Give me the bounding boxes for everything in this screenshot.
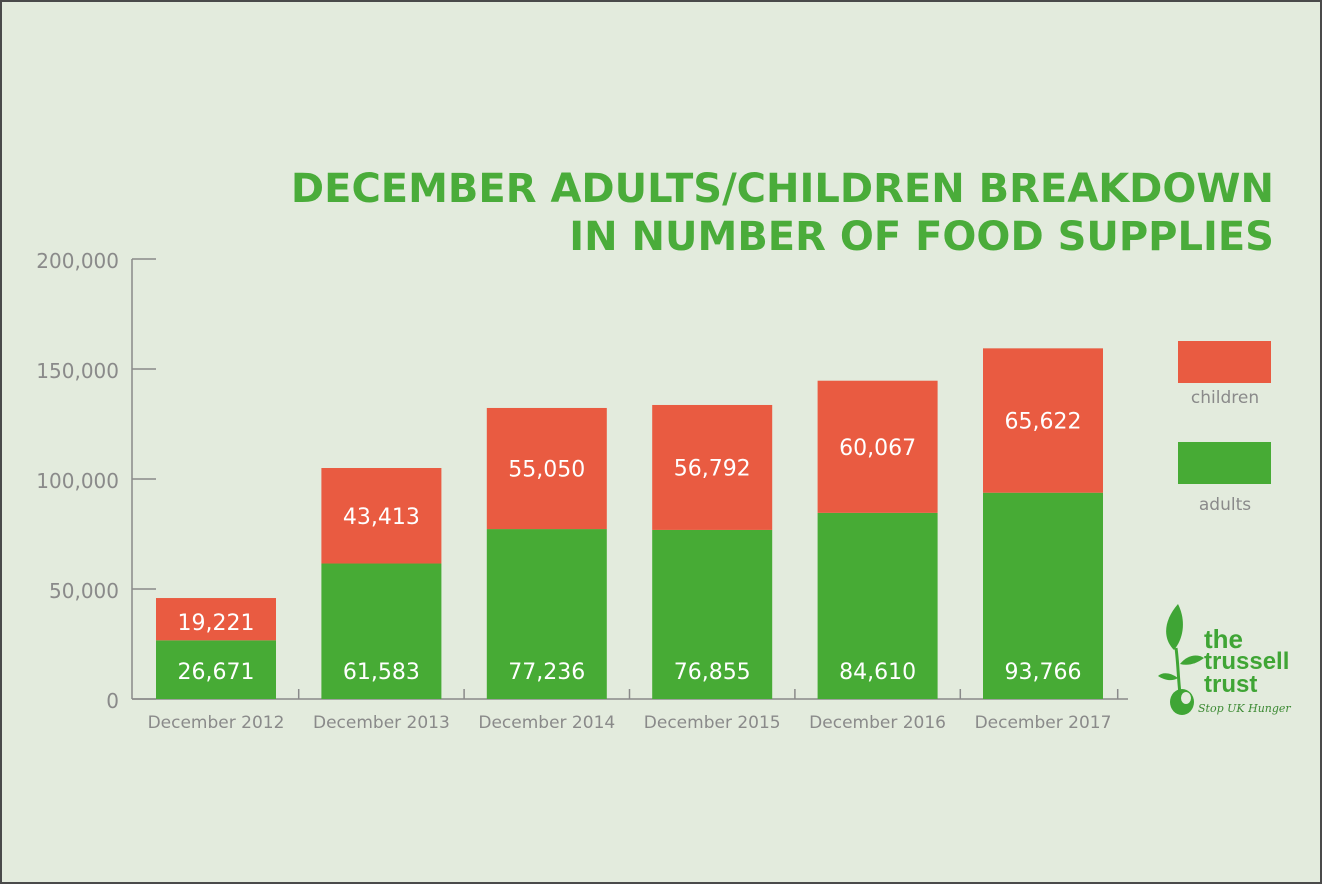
x-tick-label: December 2014 xyxy=(478,713,615,733)
plant-leaf-icon xyxy=(1158,604,1204,715)
bar-adults xyxy=(817,512,938,699)
trussell-trust-logo: the trussell trust Stop UK Hunger xyxy=(1156,602,1306,722)
legend-label-adults: adults xyxy=(1198,495,1252,515)
data-label-children: 65,622 xyxy=(1005,410,1082,435)
x-tick-label: December 2015 xyxy=(644,713,781,733)
bar-adults xyxy=(983,492,1103,699)
logo-trussell: trussell xyxy=(1204,648,1290,675)
x-tick-label: December 2012 xyxy=(148,713,285,733)
logo-the: the xyxy=(1204,624,1243,654)
y-tick-label: 100,000 xyxy=(36,469,119,493)
x-tick-label: December 2017 xyxy=(975,713,1112,733)
bar-children xyxy=(321,468,442,564)
data-label-adults: 77,236 xyxy=(508,660,585,685)
data-label-adults: 26,671 xyxy=(178,660,255,685)
x-tick-label: December 2016 xyxy=(809,713,946,733)
data-label-children: 55,050 xyxy=(508,458,585,483)
bar-adults xyxy=(652,529,773,699)
data-label-children: 43,413 xyxy=(343,505,420,530)
data-label-children: 19,221 xyxy=(178,611,255,636)
bar-children xyxy=(156,598,276,641)
bar-children xyxy=(817,380,938,513)
data-label-children: 60,067 xyxy=(839,436,916,461)
logo-tagline: Stop UK Hunger xyxy=(1198,702,1291,715)
data-label-children: 56,792 xyxy=(674,456,751,481)
x-tick-label: December 2013 xyxy=(313,713,450,733)
y-tick-label: 200,000 xyxy=(36,249,119,273)
bar-children xyxy=(486,407,607,530)
bar-adults xyxy=(156,640,276,699)
legend-swatch-adults xyxy=(1178,442,1271,484)
bar-adults xyxy=(486,529,607,699)
data-label-adults: 93,766 xyxy=(1005,660,1082,685)
logo-trust: trust xyxy=(1204,671,1258,698)
y-tick-label: 0 xyxy=(106,689,119,713)
data-label-adults: 76,855 xyxy=(674,660,751,685)
legend-label-children: children xyxy=(1190,388,1260,408)
bar-children xyxy=(983,348,1103,493)
data-label-adults: 84,610 xyxy=(839,660,916,685)
legend-swatch-children xyxy=(1178,341,1271,383)
bar-children xyxy=(652,404,773,530)
chart-title-line1: DECEMBER ADULTS/CHILDREN BREAKDOWN xyxy=(290,166,1274,212)
bar-adults xyxy=(321,563,442,699)
chart-title-line2: IN NUMBER OF FOOD SUPPLIES xyxy=(569,214,1274,260)
data-label-adults: 61,583 xyxy=(343,660,420,685)
y-tick-label: 150,000 xyxy=(36,359,119,383)
y-tick-label: 50,000 xyxy=(49,579,119,603)
